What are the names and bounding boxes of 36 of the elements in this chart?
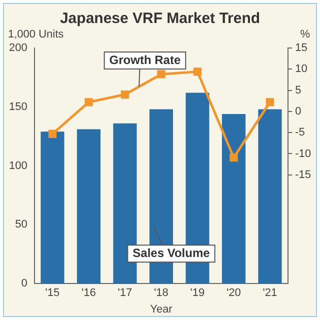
bar xyxy=(40,132,64,284)
series-label: Growth Rate xyxy=(109,52,181,67)
bar xyxy=(258,109,282,284)
point xyxy=(266,98,274,106)
y-tick-label: 50 xyxy=(15,218,28,231)
x-tick-label: '18 xyxy=(154,287,168,300)
y2-tick-label: -5 xyxy=(295,126,305,139)
y-axis-title: 1,000 Units xyxy=(8,28,64,41)
point xyxy=(48,130,57,138)
x-tick-label: '16 xyxy=(82,287,96,300)
x-tick-label: '20 xyxy=(226,287,241,300)
x-axis-title: Year xyxy=(150,303,173,316)
y2-tick-label: 0 xyxy=(295,105,302,118)
x-tick-label: '19 xyxy=(190,287,205,300)
x-tick-label: '17 xyxy=(118,287,132,300)
x-tick-label: '21 xyxy=(262,287,278,300)
y2-tick-label: -10 xyxy=(295,148,312,160)
bar xyxy=(222,114,246,284)
point xyxy=(84,98,93,106)
y2-tick-label: 5 xyxy=(295,84,302,96)
y2-axis-title: % xyxy=(300,28,310,41)
point xyxy=(230,153,238,162)
y-tick-label: 150 xyxy=(8,100,28,113)
chart-title: Japanese VRF Market Trend xyxy=(60,10,260,28)
point xyxy=(157,70,166,78)
y-tick-label: 100 xyxy=(8,160,28,172)
y2-tick-label: 15 xyxy=(295,42,308,54)
series-label: Sales Volume xyxy=(132,246,210,260)
y-tick-label: 200 xyxy=(8,42,28,54)
x-tick-label: '15 xyxy=(45,287,60,300)
y2-tick-label: 10 xyxy=(295,63,308,76)
y-tick-label: 0 xyxy=(21,278,28,290)
point xyxy=(120,90,130,99)
y2-tick-label: -15 xyxy=(295,168,312,181)
point xyxy=(193,68,202,76)
bar xyxy=(76,129,101,284)
